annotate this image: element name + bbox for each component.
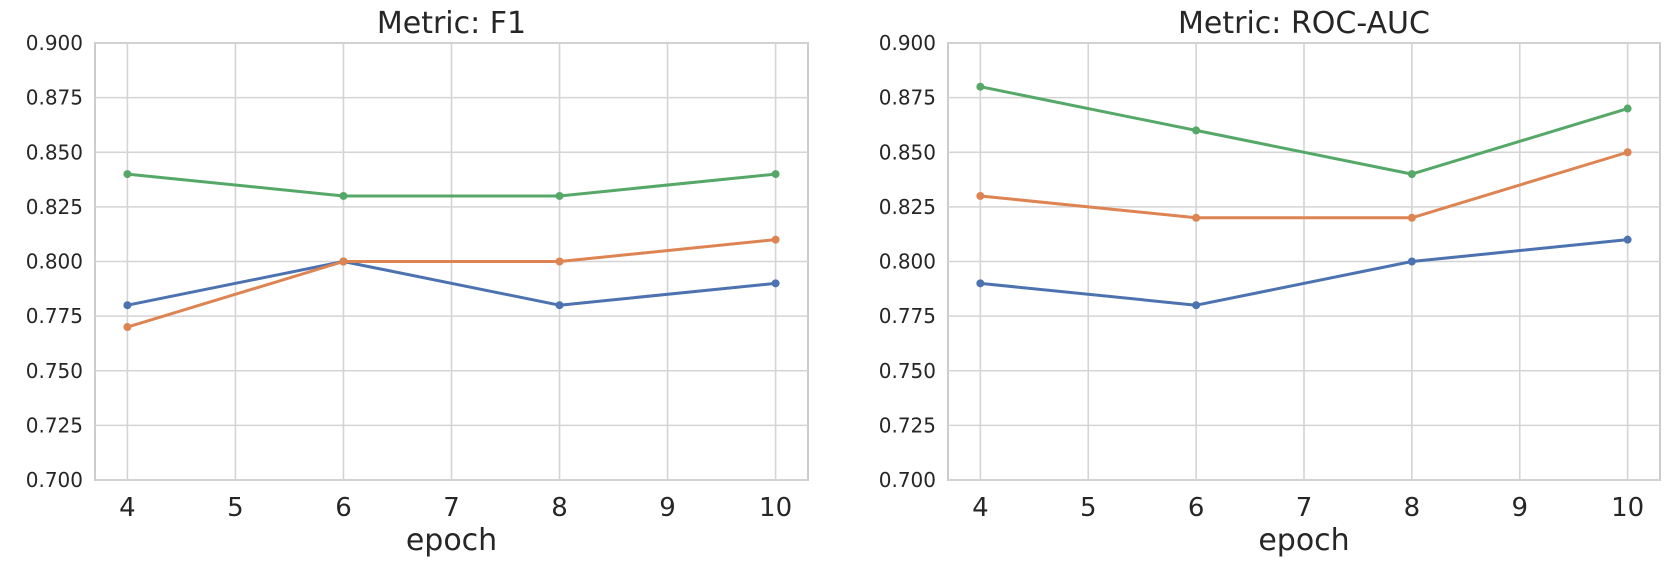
data-point-marker-orange (1192, 213, 1201, 222)
x-axis-label: epoch (406, 523, 497, 558)
data-point-marker-orange (976, 191, 985, 200)
data-point-marker-green (123, 170, 132, 179)
data-point-marker-blue (976, 279, 985, 288)
y-tick-label: 0.725 (879, 413, 936, 437)
data-point-marker-green (1407, 170, 1416, 179)
y-tick-label: 0.850 (879, 140, 936, 164)
x-tick-label: 7 (443, 493, 460, 523)
subplot-f1: 0.700 0.725 0.750 0.775 0.800 0.825 0.850 0.875… (26, 6, 809, 558)
series-line-green (978, 85, 1630, 176)
data-point-marker-green (976, 82, 985, 91)
data-point-marker-blue (771, 279, 780, 288)
data-point-marker-orange (771, 235, 780, 244)
series-line-blue (978, 238, 1630, 307)
x-tick-label: 6 (1188, 493, 1205, 523)
data-point-marker-orange (339, 257, 348, 266)
data-point-marker-green (339, 191, 348, 200)
series-line-orange (125, 238, 778, 329)
x-tick-label: 8 (551, 493, 568, 523)
data-point-marker-orange (1407, 213, 1416, 222)
x-tick-label: 7 (1296, 493, 1313, 523)
y-tick-label: 0.775 (26, 304, 83, 328)
x-tick-label: 10 (1611, 493, 1644, 523)
y-tick-label: 0.800 (879, 250, 936, 274)
data-point-marker-green (1623, 104, 1632, 113)
data-point-marker-blue (123, 301, 132, 310)
data-point-marker-orange (123, 323, 132, 332)
y-tick-label: 0.825 (26, 195, 83, 219)
data-point-marker-orange (555, 257, 564, 266)
x-tick-label: 8 (1404, 493, 1421, 523)
x-tick-label: 9 (1511, 493, 1528, 523)
x-tick-label: 10 (759, 493, 792, 523)
y-tick-label: 0.775 (879, 304, 936, 328)
data-point-marker-green (555, 191, 564, 200)
data-point-marker-orange (1623, 148, 1632, 157)
x-axis-label: epoch (1258, 523, 1349, 558)
y-tick-label: 0.750 (879, 359, 936, 383)
x-tick-label: 4 (119, 493, 136, 523)
y-tick-label: 0.800 (26, 250, 83, 274)
y-tick-label: 0.750 (26, 359, 83, 383)
y-tick-label: 0.900 (879, 31, 936, 55)
data-point-marker-blue (1407, 257, 1416, 266)
x-tick-label: 9 (659, 493, 676, 523)
series-line-orange (978, 150, 1630, 220)
x-tick-label: 6 (335, 493, 352, 523)
y-tick-label: 0.825 (879, 195, 936, 219)
subplot-roc-auc: 0.700 0.725 0.750 0.775 0.800 0.825 0.850 0.875… (879, 6, 1661, 558)
series-line-blue (125, 260, 778, 307)
data-point-marker-green (1192, 126, 1201, 135)
y-tick-label: 0.850 (26, 140, 83, 164)
x-tick-label: 5 (1080, 493, 1097, 523)
data-point-marker-blue (1623, 235, 1632, 244)
y-tick-label: 0.700 (26, 468, 83, 492)
data-point-marker-green (771, 170, 780, 179)
y-tick-label: 0.875 (879, 86, 936, 110)
chart-title: Metric: F1 (377, 6, 526, 41)
data-point-marker-blue (555, 301, 564, 310)
data-point-marker-blue (1192, 301, 1201, 310)
x-tick-label: 5 (227, 493, 244, 523)
chart-title: Metric: ROC-AUC (1178, 6, 1430, 41)
series-line-green (125, 172, 778, 198)
y-tick-label: 0.875 (26, 86, 83, 110)
y-tick-label: 0.700 (879, 468, 936, 492)
y-tick-label: 0.725 (26, 413, 83, 437)
x-tick-label: 4 (972, 493, 989, 523)
y-tick-label: 0.900 (26, 31, 83, 55)
